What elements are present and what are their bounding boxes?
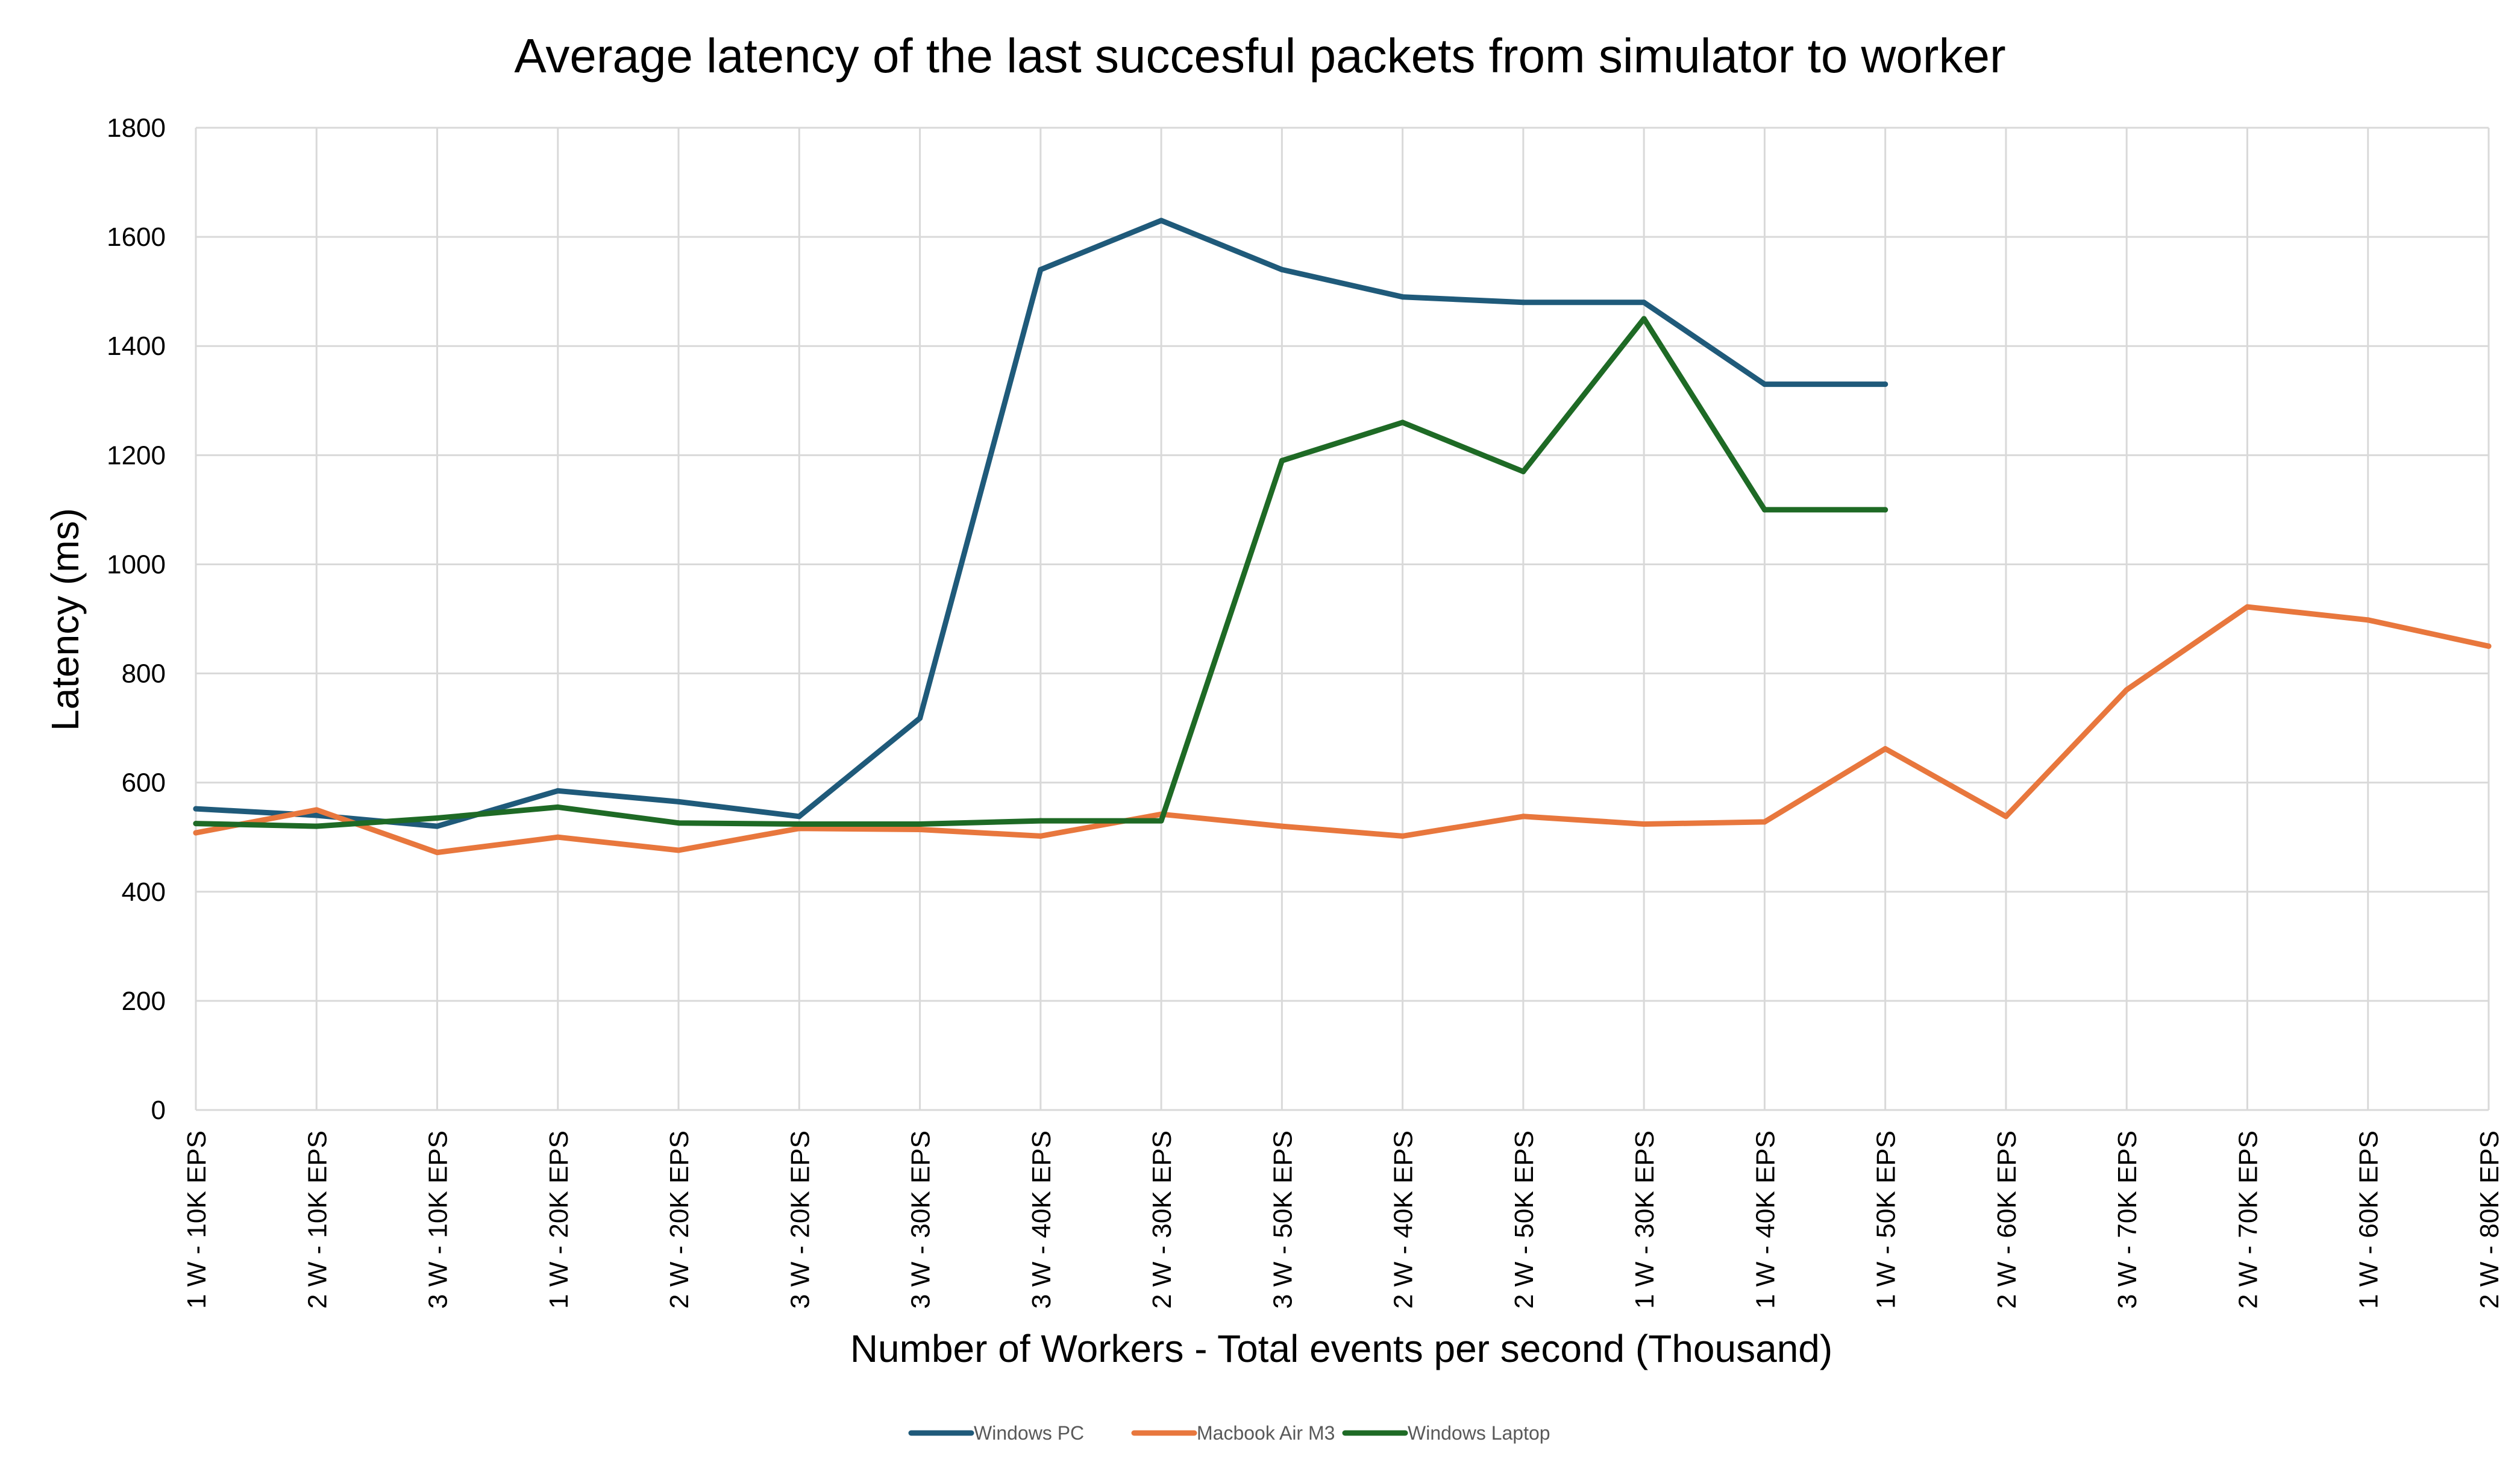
data-point	[1279, 457, 1285, 463]
y-tick-label: 0	[151, 1096, 166, 1125]
data-point	[193, 821, 199, 827]
data-point	[917, 715, 923, 721]
data-point	[796, 814, 802, 820]
x-tick-label: 1 W - 60K EPS	[2354, 1130, 2384, 1309]
x-tick-label: 1 W - 40K EPS	[1751, 1130, 1780, 1309]
y-tick-labels: 0 200 400 600 800 1000 1200 1400 1600 1800	[107, 113, 166, 1125]
y-tick-label: 200	[122, 986, 166, 1016]
data-point	[1158, 218, 1164, 224]
data-point	[1761, 819, 1767, 825]
legend-item: Windows Laptop	[1342, 1422, 1550, 1444]
data-point	[1761, 507, 1767, 513]
x-tick-label: 2 W - 40K EPS	[1389, 1130, 1418, 1309]
gridlines	[195, 127, 2490, 1111]
y-tick-label: 400	[122, 877, 166, 907]
data-point	[313, 812, 319, 818]
y-tick-label: 1800	[107, 113, 166, 143]
legend-item: Windows PC	[908, 1422, 1084, 1444]
x-tick-label: 3 W - 70K EPS	[2113, 1130, 2142, 1309]
data-point	[1520, 469, 1526, 474]
data-point	[555, 804, 561, 810]
data-point	[313, 807, 319, 813]
series-line-1	[193, 604, 2492, 856]
y-tick-label: 1400	[107, 331, 166, 361]
data-point	[1761, 381, 1767, 387]
data-point	[1641, 299, 1647, 306]
data-point	[1038, 266, 1044, 272]
data-point	[555, 834, 561, 840]
x-tick-label: 1 W - 30K EPS	[1630, 1130, 1660, 1309]
data-point	[193, 806, 199, 812]
y-axis-title: Latency (ms)	[43, 508, 87, 731]
x-tick-label: 2 W - 10K EPS	[302, 1130, 332, 1309]
y-tick-label: 600	[122, 768, 166, 798]
data-point	[1038, 818, 1044, 824]
x-axis-title: Number of Workers - Total events per sec…	[850, 1327, 1832, 1370]
data-point	[193, 830, 199, 836]
data-point	[1400, 294, 1406, 300]
x-tick-label: 2 W - 80K EPS	[2475, 1130, 2504, 1309]
data-point	[2003, 814, 2009, 820]
data-point	[434, 823, 440, 829]
legend-label: Windows PC	[974, 1422, 1084, 1444]
series-lines	[193, 218, 2492, 856]
data-point	[917, 821, 923, 827]
data-point	[1400, 419, 1406, 425]
chart-title: Average latency of the last succesful pa…	[514, 29, 2005, 83]
data-point	[1641, 316, 1647, 322]
data-point	[1520, 814, 1526, 820]
y-tick-label: 1000	[107, 550, 166, 579]
data-point	[675, 820, 682, 826]
data-point	[434, 815, 440, 821]
legend-label: Windows Laptop	[1408, 1422, 1550, 1444]
data-point	[1279, 266, 1285, 272]
data-point	[675, 798, 682, 804]
x-tick-label: 3 W - 30K EPS	[906, 1130, 936, 1309]
x-tick-label: 3 W - 20K EPS	[785, 1130, 815, 1309]
legend: Windows PC Macbook Air M3 Windows Laptop	[908, 1422, 1550, 1444]
x-tick-labels: 1 W - 10K EPS 2 W - 10K EPS 3 W - 10K EPS 1…	[182, 1130, 2504, 1309]
data-point	[1641, 821, 1647, 827]
x-tick-label: 2 W - 70K EPS	[2233, 1130, 2263, 1309]
data-point	[1520, 299, 1526, 306]
data-point	[2244, 604, 2250, 610]
data-point	[675, 847, 682, 853]
data-point	[313, 823, 319, 829]
y-tick-label: 800	[122, 659, 166, 689]
data-point	[2486, 643, 2492, 649]
data-point	[2124, 687, 2130, 693]
data-point	[1279, 823, 1285, 829]
data-point	[2365, 617, 2371, 623]
data-point	[1400, 833, 1406, 839]
x-tick-label: 1 W - 50K EPS	[1872, 1130, 1901, 1309]
x-tick-label: 2 W - 30K EPS	[1147, 1130, 1177, 1309]
legend-item: Macbook Air M3	[1131, 1422, 1335, 1444]
legend-label: Macbook Air M3	[1197, 1422, 1335, 1444]
data-point	[917, 827, 923, 833]
x-tick-label: 3 W - 10K EPS	[424, 1130, 453, 1309]
data-point	[1158, 818, 1164, 824]
x-tick-label: 1 W - 10K EPS	[182, 1130, 212, 1309]
data-point	[555, 788, 561, 794]
data-point	[796, 826, 802, 832]
data-point	[1882, 507, 1888, 513]
x-tick-label: 2 W - 50K EPS	[1509, 1130, 1539, 1309]
x-tick-label: 2 W - 20K EPS	[665, 1130, 694, 1309]
data-point	[1882, 746, 1888, 752]
x-tick-label: 1 W - 20K EPS	[544, 1130, 574, 1309]
data-point	[1038, 833, 1044, 839]
y-tick-label: 1600	[107, 222, 166, 252]
y-tick-label: 1200	[107, 441, 166, 470]
x-tick-label: 3 W - 40K EPS	[1027, 1130, 1056, 1309]
x-tick-label: 3 W - 50K EPS	[1268, 1130, 1297, 1309]
data-point	[1882, 381, 1888, 387]
data-point	[434, 850, 440, 856]
data-point	[796, 821, 802, 827]
x-tick-label: 2 W - 60K EPS	[1992, 1130, 2022, 1309]
